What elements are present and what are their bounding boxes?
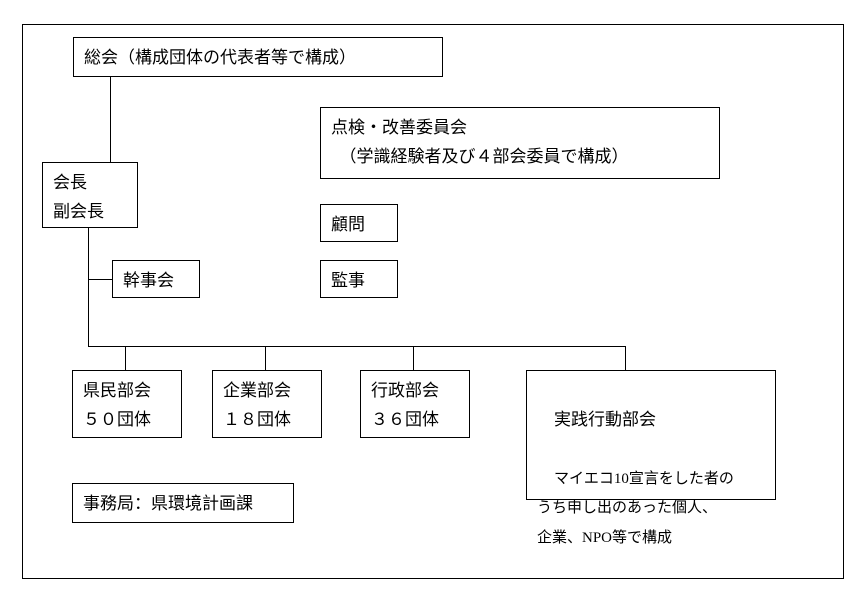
- node-kigyou: 企業部会 １８団体: [212, 370, 322, 438]
- node-jimukyoku: 事務局：県環境計画課: [72, 483, 294, 523]
- node-kanjikai: 幹事会: [112, 260, 200, 298]
- edge-bus-jissen: [625, 346, 626, 370]
- node-soukai: 総会（構成団体の代表者等で構成）: [73, 37, 443, 77]
- node-jissen-title: 実践行動部会: [554, 410, 656, 429]
- node-komon: 顧問: [320, 204, 398, 242]
- edge-kaicho-down: [88, 228, 89, 346]
- node-kanji: 監事: [320, 260, 398, 298]
- diagram-canvas: 総会（構成団体の代表者等で構成） 会長 副会長 点検・改善委員会 （学識経験者及…: [0, 0, 857, 591]
- node-jissen: 実践行動部会 マイエコ10宣言をした者の うち申し出のあった個人、 企業、NPO…: [526, 370, 776, 500]
- edge-bus: [88, 346, 625, 347]
- edge-bus-kigyou: [265, 346, 266, 370]
- edge-bus-kenmin: [125, 346, 126, 370]
- node-gyousei: 行政部会 ３６団体: [360, 370, 470, 438]
- edge-to-kanjikai: [88, 279, 112, 280]
- edge-soukai-kaicho: [110, 77, 111, 162]
- node-kaicho: 会長 副会長: [42, 162, 138, 228]
- node-tenken: 点検・改善委員会 （学識経験者及び４部会委員で構成）: [320, 107, 720, 179]
- edge-bus-gyousei: [413, 346, 414, 370]
- node-kenmin: 県民部会 ５０団体: [72, 370, 182, 438]
